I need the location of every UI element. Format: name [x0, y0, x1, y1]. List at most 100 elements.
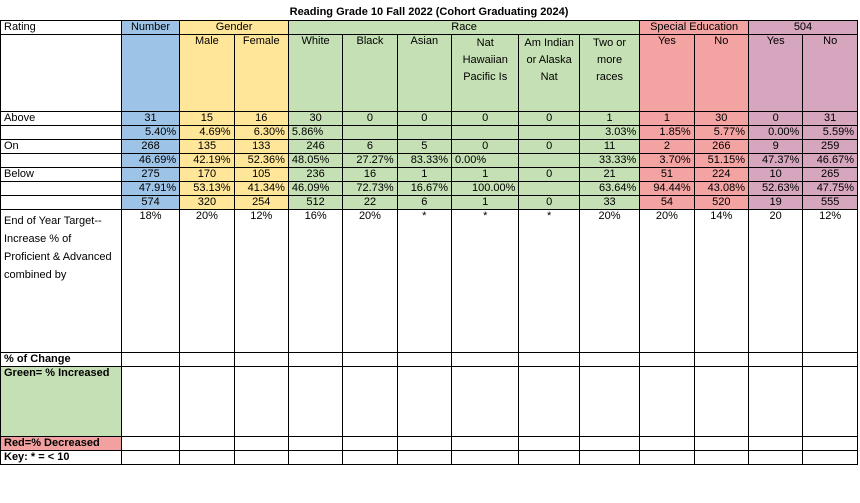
cell: 133 — [233, 138, 289, 154]
cell: 54 — [639, 194, 695, 210]
cell — [0, 180, 122, 196]
cell: 2 — [639, 138, 695, 154]
cell — [747, 435, 804, 451]
cell: 6 — [396, 194, 453, 210]
cell: 31 — [120, 110, 181, 126]
cell: 19 — [747, 194, 804, 210]
cell — [0, 152, 122, 168]
cell: 5.59% — [802, 124, 858, 140]
cell: 555 — [802, 194, 858, 210]
cell — [693, 351, 749, 367]
number-sub-header-blank — [120, 33, 181, 112]
cell: 265 — [802, 166, 858, 182]
table-row-on-pct: 46.69% 42.19% 52.36% 48.05% 27.27% 83.33… — [0, 152, 858, 168]
cell — [802, 365, 858, 437]
cell: 12% — [802, 208, 858, 353]
row-label-on: On — [0, 138, 122, 154]
col-header-504-no: No — [802, 33, 858, 112]
cell — [342, 351, 398, 367]
table-row-red-key: Red=% Decreased — [0, 435, 858, 451]
cell — [450, 365, 520, 437]
cell: * — [518, 208, 580, 353]
cell: 259 — [802, 138, 858, 154]
cell: 18% — [120, 208, 181, 353]
col-header-asian: Asian — [396, 33, 453, 112]
cell: 5 — [396, 138, 453, 154]
row-label-change: % of Change — [0, 351, 122, 367]
cell — [287, 365, 344, 437]
cell — [233, 351, 289, 367]
cell: 41.34% — [233, 180, 289, 196]
cell — [396, 435, 453, 451]
cell — [287, 351, 344, 367]
cell: 47.91% — [120, 180, 181, 196]
cell: 100.00% — [450, 180, 520, 196]
cell: 0 — [518, 166, 580, 182]
cell — [396, 365, 453, 437]
cell — [0, 124, 122, 140]
cell — [747, 365, 804, 437]
cell — [450, 124, 520, 140]
cell: 224 — [693, 166, 749, 182]
cell: 0.00% — [450, 152, 520, 168]
row-label-above: Above — [0, 110, 122, 126]
cell — [747, 351, 804, 367]
cell — [233, 449, 289, 465]
cell: 22 — [342, 194, 398, 210]
cell: 53.13% — [179, 180, 235, 196]
cell: 236 — [287, 166, 344, 182]
cell: 5.40% — [120, 124, 181, 140]
cell — [518, 152, 580, 168]
cell: 135 — [179, 138, 235, 154]
cell: 6.30% — [233, 124, 289, 140]
504-header: 504 — [747, 19, 859, 35]
cell: 51 — [639, 166, 695, 182]
cell: 0.00% — [747, 124, 804, 140]
cell — [518, 365, 580, 437]
cell: 254 — [233, 194, 289, 210]
cell: 27.27% — [342, 152, 398, 168]
cell: 30 — [287, 110, 344, 126]
key-note: Key: * = < 10 — [0, 449, 122, 465]
cell — [578, 449, 641, 465]
cell: 268 — [120, 138, 181, 154]
cell: 1 — [450, 166, 520, 182]
cell: 47.37% — [747, 152, 804, 168]
cell: 14% — [693, 208, 749, 353]
cell — [518, 124, 580, 140]
cell: 0 — [342, 110, 398, 126]
table-row-key: Key: * = < 10 — [0, 449, 858, 465]
cell: 0 — [450, 138, 520, 154]
data-table: Reading Grade 10 Fall 2022 (Cohort Gradu… — [0, 6, 859, 465]
cell: 16% — [287, 208, 344, 353]
cell: 0 — [747, 110, 804, 126]
col-header-black: Black — [342, 33, 398, 112]
cell — [120, 365, 181, 437]
cell: 42.19% — [179, 152, 235, 168]
cell: 512 — [287, 194, 344, 210]
special-education-header: Special Education — [639, 19, 749, 35]
cell: 6 — [342, 138, 398, 154]
cell — [450, 449, 520, 465]
cell — [179, 365, 235, 437]
col-header-female: Female — [233, 33, 289, 112]
cell — [120, 435, 181, 451]
cell: 246 — [287, 138, 344, 154]
cell: 52.63% — [747, 180, 804, 196]
cell: 31 — [802, 110, 858, 126]
cell: 0 — [518, 110, 580, 126]
cell: 43.08% — [693, 180, 749, 196]
cell: 51.15% — [693, 152, 749, 168]
cell — [578, 435, 641, 451]
cell — [639, 365, 695, 437]
cell: * — [396, 208, 453, 353]
cell: 20% — [578, 208, 641, 353]
cell: 47.75% — [802, 180, 858, 196]
cell — [0, 194, 122, 210]
cell: 5.86% — [287, 124, 344, 140]
cell: 63.64% — [578, 180, 641, 196]
cell: 4.69% — [179, 124, 235, 140]
cell: 94.44% — [639, 180, 695, 196]
cell: 1 — [396, 166, 453, 182]
cell: 0 — [518, 138, 580, 154]
